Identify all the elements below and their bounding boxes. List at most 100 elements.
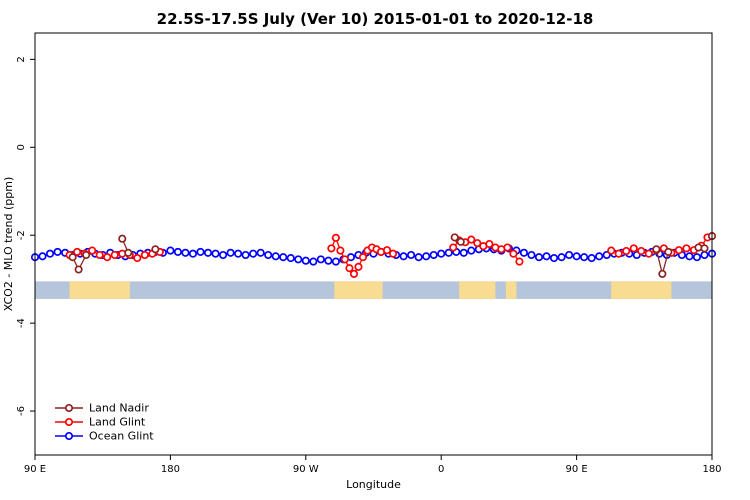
- data-point: [549, 254, 559, 263]
- data-point: [316, 255, 325, 264]
- map-strip-land: [334, 281, 383, 299]
- data-point: [327, 244, 336, 253]
- data-point: [53, 247, 62, 256]
- data-point: [682, 244, 691, 253]
- data-point: [658, 269, 667, 278]
- data-point: [450, 233, 459, 242]
- data-point: [73, 247, 82, 256]
- data-point: [700, 244, 709, 253]
- x-tick-label: 90 E: [565, 464, 587, 475]
- legend-label: Land Nadir: [89, 402, 149, 415]
- data-point: [82, 250, 91, 260]
- data-point: [485, 239, 494, 249]
- legend-label: Land Glint: [89, 416, 146, 429]
- data-point: [587, 254, 596, 263]
- data-point: [700, 250, 709, 260]
- data-point: [234, 249, 243, 258]
- data-point: [467, 235, 476, 244]
- data-point: [456, 237, 465, 246]
- y-tick-label: 0: [16, 144, 27, 150]
- data-point: [444, 248, 453, 257]
- data-point: [264, 250, 273, 260]
- data-point: [607, 246, 616, 255]
- data-point: [437, 249, 446, 258]
- data-point: [685, 252, 694, 261]
- data-point: [331, 233, 340, 242]
- data-point: [509, 249, 518, 258]
- data-point: [301, 256, 310, 265]
- map-strip-land: [459, 281, 496, 299]
- data-point: [644, 249, 653, 258]
- data-point: [74, 265, 83, 274]
- data-point: [294, 255, 303, 264]
- data-point: [68, 253, 77, 262]
- data-point: [345, 264, 354, 273]
- data-point: [196, 247, 205, 256]
- data-point: [674, 246, 683, 255]
- x-axis-label: Longitude: [346, 478, 401, 491]
- data-point: [249, 249, 258, 258]
- data-point: [256, 248, 265, 257]
- map-strip-land: [611, 281, 672, 299]
- plot-box: [34, 32, 713, 456]
- x-tick-label: 180: [161, 464, 180, 475]
- data-point: [103, 253, 112, 262]
- data-point: [133, 254, 142, 263]
- data-point: [354, 262, 363, 271]
- data-point: [473, 239, 482, 248]
- x-tick-label: 90 E: [24, 464, 46, 475]
- data-point: [515, 257, 524, 266]
- data-point: [110, 250, 119, 260]
- data-point: [407, 250, 416, 260]
- data-point: [557, 253, 566, 262]
- data-point: [271, 252, 280, 261]
- data-point: [580, 253, 589, 262]
- chart-title: 22.5S-17.5S July (Ver 10) 2015-01-01 to …: [156, 10, 594, 28]
- legend-entry-land-glint: Land Glint: [55, 416, 146, 429]
- data-point: [181, 248, 190, 257]
- map-strip-land: [69, 281, 130, 299]
- y-tick-label: -6: [16, 406, 27, 416]
- data-point: [467, 246, 476, 255]
- data-point: [629, 244, 638, 253]
- x-tick-label: 180: [702, 464, 721, 475]
- data-point: [241, 250, 250, 260]
- data-point: [519, 248, 528, 257]
- data-point: [188, 249, 198, 258]
- series-land-nadir: [68, 232, 717, 278]
- data-point: [503, 243, 512, 252]
- data-point: [449, 243, 458, 252]
- data-point: [45, 249, 55, 258]
- data-point: [226, 248, 235, 257]
- y-tick-label: -4: [16, 318, 27, 328]
- data-point: [95, 250, 104, 260]
- data-point: [429, 250, 438, 260]
- data-point: [534, 253, 544, 262]
- data-point: [124, 248, 133, 257]
- data-point: [203, 248, 213, 257]
- data-point: [166, 246, 175, 255]
- data-point: [151, 245, 160, 254]
- data-point: [542, 252, 551, 261]
- data-point: [399, 252, 408, 261]
- legend-entry-ocean-glint: Ocean Glint: [55, 430, 154, 443]
- y-tick-label: 2: [16, 56, 27, 62]
- data-point: [88, 246, 97, 255]
- data-point: [565, 250, 574, 260]
- data-point: [219, 250, 228, 260]
- data-point: [279, 253, 288, 262]
- data-point: [692, 253, 702, 262]
- latitude-map-strip: [35, 281, 712, 299]
- data-point: [309, 257, 318, 266]
- data-point: [358, 253, 368, 262]
- x-tick-label: 0: [438, 464, 444, 475]
- data-point: [140, 250, 149, 260]
- data-point: [382, 246, 392, 255]
- data-point: [336, 246, 345, 255]
- x-axis: 90 E 180 90 W 0 90 E 180: [24, 455, 722, 475]
- data-point: [211, 249, 220, 258]
- data-point: [527, 250, 536, 260]
- data-point: [340, 255, 349, 264]
